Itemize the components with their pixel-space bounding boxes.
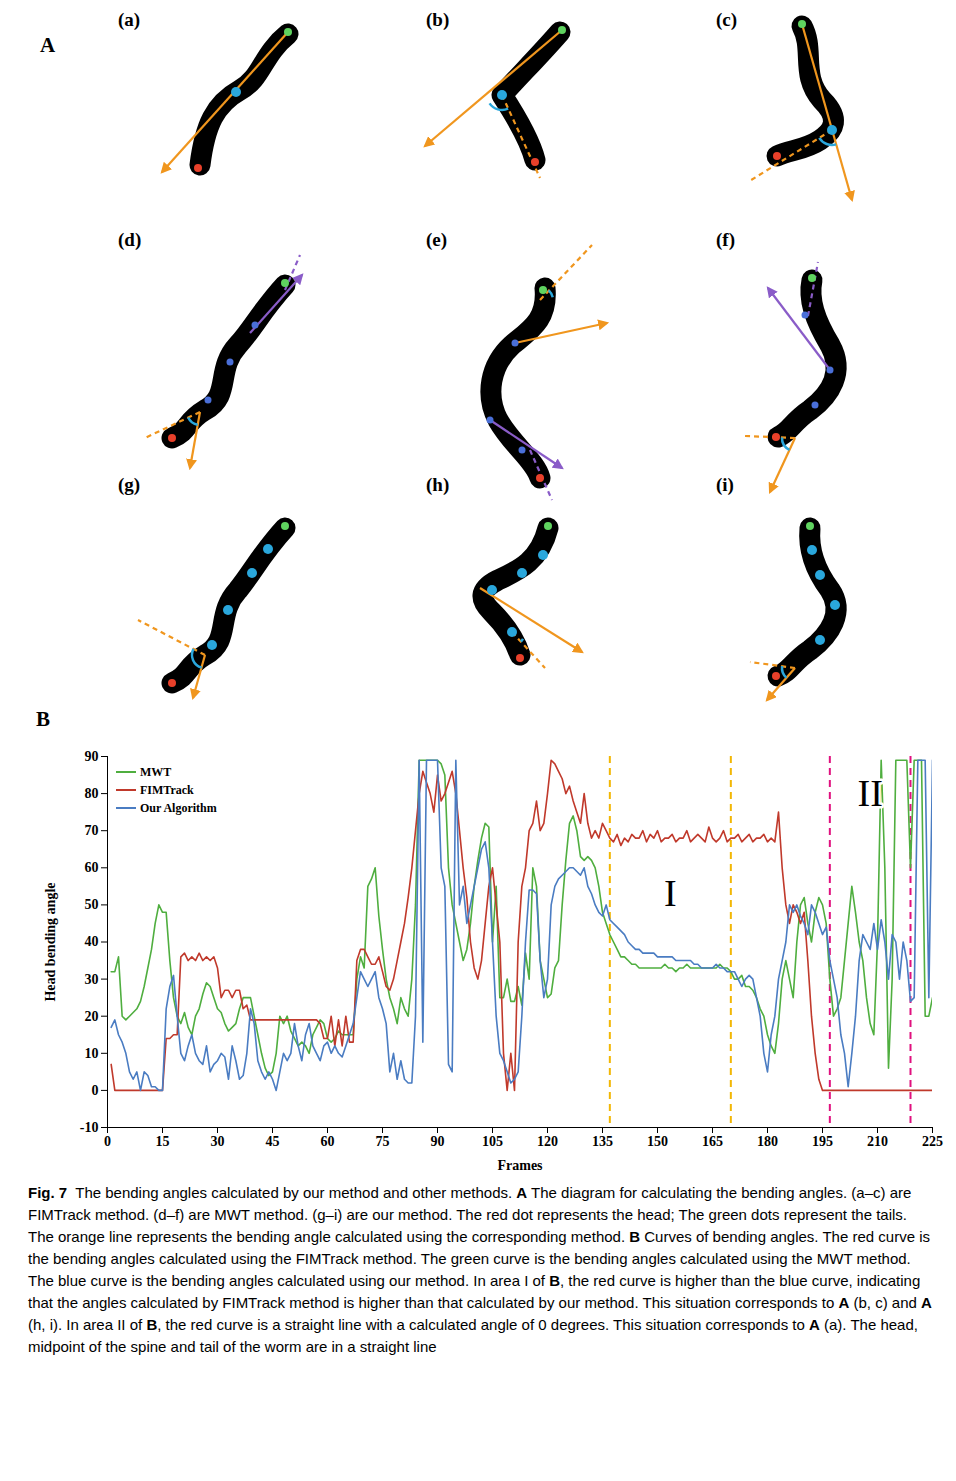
svg-text:195: 195 bbox=[812, 1134, 833, 1149]
svg-text:60: 60 bbox=[85, 860, 99, 875]
svg-text:50: 50 bbox=[85, 897, 99, 912]
svg-text:105: 105 bbox=[482, 1134, 503, 1149]
svg-text:Head bending angle: Head bending angle bbox=[43, 882, 58, 1001]
svg-text:20: 20 bbox=[85, 1009, 99, 1024]
svg-text:40: 40 bbox=[85, 934, 99, 949]
svg-text:(d): (d) bbox=[118, 229, 141, 251]
html-text:Our Algorithm: Our Algorithm bbox=[140, 800, 217, 815]
html-text:Fig. 7 The bending angles calc: Fig. 7 The bending angles calculated by … bbox=[28, 1184, 936, 1355]
svg-text:70: 70 bbox=[85, 823, 99, 838]
svg-text:80: 80 bbox=[85, 786, 99, 801]
svg-text:180: 180 bbox=[757, 1134, 778, 1149]
svg-text:30: 30 bbox=[85, 972, 99, 987]
svg-text:225: 225 bbox=[922, 1134, 943, 1149]
svg-text:75: 75 bbox=[376, 1134, 390, 1149]
svg-text:(i): (i) bbox=[716, 474, 734, 496]
svg-text:150: 150 bbox=[647, 1134, 668, 1149]
html-text:B: B bbox=[36, 707, 50, 731]
svg-text:(f): (f) bbox=[716, 229, 735, 251]
svg-text:30: 30 bbox=[211, 1134, 225, 1149]
svg-text:I: I bbox=[664, 872, 677, 914]
html-text:FIMTrack: FIMTrack bbox=[140, 782, 194, 797]
svg-text:120: 120 bbox=[537, 1134, 558, 1149]
svg-text:10: 10 bbox=[85, 1046, 99, 1061]
svg-text:Frames: Frames bbox=[497, 1158, 543, 1173]
svg-text:(e): (e) bbox=[426, 229, 447, 251]
svg-text:(b): (b) bbox=[426, 9, 449, 31]
svg-text:0: 0 bbox=[104, 1134, 111, 1149]
svg-text:0: 0 bbox=[92, 1083, 99, 1098]
svg-text:135: 135 bbox=[592, 1134, 613, 1149]
svg-text:165: 165 bbox=[702, 1134, 723, 1149]
svg-text:(a): (a) bbox=[118, 9, 140, 31]
svg-text:(g): (g) bbox=[118, 474, 140, 496]
svg-text:210: 210 bbox=[867, 1134, 888, 1149]
svg-text:90: 90 bbox=[431, 1134, 445, 1149]
html-text:MWT: MWT bbox=[140, 764, 172, 779]
svg-text:45: 45 bbox=[266, 1134, 280, 1149]
svg-text:15: 15 bbox=[156, 1134, 170, 1149]
svg-text:(h): (h) bbox=[426, 474, 449, 496]
svg-text:(c): (c) bbox=[716, 9, 737, 31]
svg-text:90: 90 bbox=[85, 749, 99, 764]
svg-text:-10: -10 bbox=[80, 1120, 99, 1135]
svg-text:60: 60 bbox=[321, 1134, 335, 1149]
svg-text:II: II bbox=[858, 772, 883, 814]
svg-text:A: A bbox=[40, 33, 56, 57]
